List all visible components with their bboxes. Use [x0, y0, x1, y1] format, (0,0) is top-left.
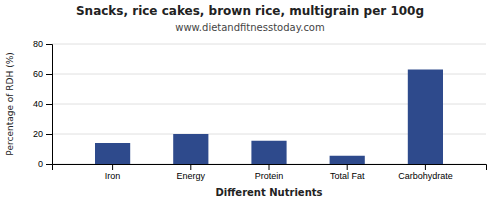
grid: [52, 44, 486, 164]
y-tick: 80: [33, 39, 52, 49]
x-tick: Protein: [255, 164, 284, 181]
y-tick-label: 0: [38, 159, 43, 169]
x-axis-line: [53, 165, 487, 171]
x-tick-mark: [112, 164, 113, 170]
x-tick-mark: [269, 164, 270, 170]
x-tick-label: Carbohydrate: [398, 171, 453, 181]
y-tick: 40: [33, 99, 52, 109]
y-tick-mark: [46, 104, 52, 105]
y-tick-mark: [46, 44, 52, 45]
y-tick-mark: [46, 134, 52, 135]
title: Snacks, rice cakes, brown rice, multigra…: [76, 4, 424, 18]
x-tick-mark: [190, 164, 191, 170]
chart-svg: Snacks, rice cakes, brown rice, multigra…: [0, 0, 500, 200]
x-axis-title: Different Nutrients: [216, 187, 323, 198]
y-tick-label: 80: [33, 39, 43, 49]
grid-line: [52, 44, 486, 45]
x-tick-label: Iron: [105, 171, 121, 181]
y-tick: 0: [38, 159, 52, 169]
x-axis: Iron Energy Protein Total Fat Carbohydrate: [53, 164, 487, 181]
x-tick-mark: [347, 164, 348, 170]
chart-container: Snacks, rice cakes, brown rice, multigra…: [0, 0, 500, 200]
x-tick: Energy: [177, 164, 206, 181]
bars: [95, 70, 443, 165]
y-axis-line: [46, 45, 53, 165]
x-tick: Total Fat: [330, 164, 365, 181]
subtitle: www.dietandfitnesstoday.com: [175, 22, 324, 33]
x-tick-label: Total Fat: [330, 171, 365, 181]
y-tick-mark: [46, 164, 52, 165]
x-tick: Iron: [105, 164, 121, 181]
y-axis-title: Percentage of RDH (%): [5, 52, 15, 155]
x-tick: Carbohydrate: [398, 164, 453, 181]
x-tick-label: Protein: [255, 171, 284, 181]
x-tick-label: Energy: [177, 171, 206, 181]
bar: [251, 141, 286, 164]
y-tick-label: 20: [33, 129, 43, 139]
y-tick: 60: [33, 69, 52, 79]
bar: [173, 134, 208, 164]
bar: [330, 156, 365, 164]
plot-area: 0 20 40 60 80 Iron Energy Protein Total Fat Carbo…: [33, 39, 487, 181]
bar: [408, 70, 443, 165]
y-tick-label: 60: [33, 69, 43, 79]
bar: [95, 143, 130, 164]
x-tick-mark: [425, 164, 426, 170]
y-axis: 0 20 40 60 80: [33, 39, 53, 169]
y-tick-mark: [46, 74, 52, 75]
y-tick-label: 40: [33, 99, 43, 109]
y-tick: 20: [33, 129, 52, 139]
